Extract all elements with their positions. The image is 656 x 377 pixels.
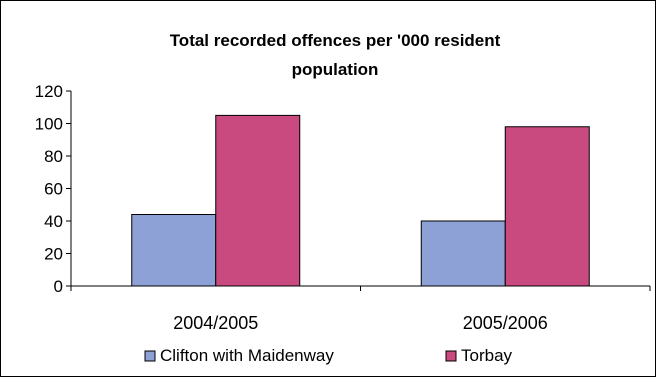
y-tick-label: 0 <box>54 277 63 296</box>
legend: Clifton with Maidenway Torbay <box>144 346 513 365</box>
y-tick-label: 60 <box>44 180 63 199</box>
bar-clifton-0 <box>131 214 217 287</box>
y-tick-label: 80 <box>44 147 63 166</box>
bar-torbay-0 <box>215 114 301 287</box>
x-category-label: 2004/2005 <box>173 313 258 333</box>
legend-label: Clifton with Maidenway <box>160 346 334 365</box>
legend-swatch <box>445 350 457 362</box>
bars <box>131 114 590 287</box>
bar-clifton-1 <box>420 220 506 287</box>
chart-title-line-1: Total recorded offences per '000 residen… <box>170 31 501 50</box>
y-tick-label: 20 <box>44 245 63 264</box>
chart-title-line-2: population <box>292 60 379 79</box>
y-tick-label: 120 <box>35 82 63 101</box>
legend-swatch <box>144 350 156 362</box>
legend-label: Torbay <box>461 346 513 365</box>
bar-torbay-1 <box>504 126 590 287</box>
y-tick-label: 100 <box>35 115 63 134</box>
x-category-label: 2005/2006 <box>463 313 548 333</box>
y-tick-label: 40 <box>44 212 63 231</box>
axes: 0 20 40 60 80 100 120 2004/2005 2005/2006 <box>35 82 651 333</box>
